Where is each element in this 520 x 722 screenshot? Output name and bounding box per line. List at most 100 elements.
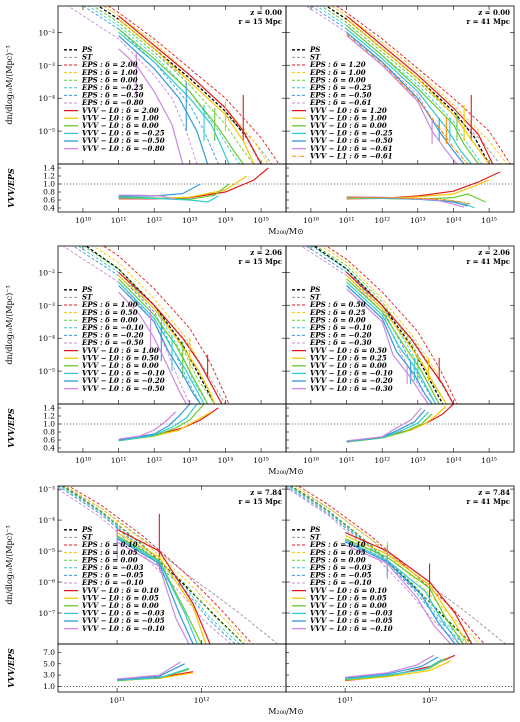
x-tick-label: 10¹¹ — [339, 216, 355, 225]
panel-r0-c0: 10¹⁰ 10¹¹ 10¹² 10¹³ 10¹⁴ 10¹⁵ 10⁻⁵ 10⁻⁴ 10⁻³ 10⁻²… — [38, 5, 287, 225]
vvv-curve-3 — [344, 539, 460, 644]
eps-curve-0 — [107, 6, 280, 164]
ratio-plot-area — [286, 404, 514, 443]
ratio-y-tick-label: 0.8 — [43, 188, 55, 197]
vvv-curve-1 — [118, 275, 216, 404]
legend-entry: EPS : δ = −0.03 — [309, 563, 372, 572]
ratio-y-tick-label: 3.0 — [43, 671, 55, 680]
legend-entry: VVV − L0 : δ = 0.50 — [310, 346, 387, 355]
y-axis-label: dn/dlog₁₀M/(Mpc)⁻³ — [5, 525, 14, 604]
y-tick-label: 10⁻³ — [38, 485, 55, 494]
legend-entry: EPS : δ = −0.10 — [81, 578, 144, 587]
legend-entry: VVV − L0 : δ = −0.50 — [310, 136, 393, 145]
legend-entry: VVV − L0 : δ = −0.20 — [310, 376, 393, 385]
x-axis-label: M₂₀₀/M⊙ — [268, 467, 303, 476]
legend-entry: VVV − L0 : δ = −0.10 — [310, 369, 393, 378]
y-tick-label: 10⁻⁶ — [38, 578, 55, 587]
legend-entry: PS — [309, 525, 320, 534]
legend-entry: VVV − L0 : δ = 1.00 — [82, 346, 159, 355]
x-tick-label: 10¹¹ — [337, 696, 353, 705]
legend-entry: VVV − L0 : δ = −0.50 — [82, 136, 165, 145]
vvv-curve-2 — [344, 538, 464, 644]
legend-entry: EPS : δ = 1.00 — [81, 68, 138, 77]
legend-entry: VVV − L0 : δ = 1.00 — [82, 113, 159, 122]
legend-entry: EPS : δ = −0.25 — [309, 83, 372, 92]
ratio-frame — [285, 403, 515, 453]
vvv-curve-5 — [344, 544, 452, 644]
ratio-curve-5 — [118, 411, 177, 440]
vvv-curve-5 — [116, 541, 190, 644]
legend-entry: VVV − L0 : δ = −0.20 — [82, 376, 165, 385]
ratio-curve-1 — [118, 411, 212, 441]
radius-label: r = 15 Mpc — [238, 497, 282, 506]
vvv-curve-4 — [118, 285, 201, 404]
ratio-frame — [57, 643, 287, 693]
y-tick-label: 10⁻⁵ — [38, 547, 55, 556]
ratio-frame — [57, 403, 287, 453]
eps-curve-4 — [82, 6, 219, 164]
radius-label: r = 41 Mpc — [466, 257, 510, 266]
radius-label: r = 15 Mpc — [238, 257, 282, 266]
y-tick-label: 10⁻³ — [38, 301, 55, 310]
eps-curve-0 — [67, 486, 253, 644]
main-plot-area — [67, 6, 280, 164]
vvv-curve-4 — [344, 541, 456, 644]
vvv-curve-0 — [346, 271, 454, 404]
vvv-curve-2 — [346, 25, 479, 164]
ratio-curve-2 — [118, 404, 205, 442]
vvv-curve-1 — [344, 535, 469, 644]
x-tick-label: 10¹⁴ — [446, 456, 462, 465]
ratio-curve-4 — [118, 404, 191, 441]
x-tick-label: 10¹² — [194, 696, 210, 705]
legend-entry: EPS : δ = 0.05 — [309, 548, 366, 557]
legend-entry: VVV − L0 : δ = −0.10 — [82, 624, 165, 633]
legend-entry: EPS : δ = −0.25 — [81, 83, 144, 92]
ratio-y-tick-label: 1.0 — [43, 682, 55, 691]
ratio-curve-3 — [345, 658, 443, 680]
legend-entry: EPS : δ = −0.50 — [309, 91, 372, 100]
legend-entry: EPS : δ = 0.25 — [309, 308, 366, 317]
ratio-y-tick-label: 1.4 — [43, 404, 55, 413]
vvv-curve-3 — [116, 536, 198, 644]
ratio-curve-3 — [118, 404, 198, 442]
eps-curve-0 — [325, 246, 458, 404]
y-tick-label: 10⁻⁷ — [38, 609, 55, 618]
vvv-curve-3 — [118, 31, 230, 164]
vvv-curve-4 — [346, 285, 433, 404]
legend-entry: EPS : δ = −0.10 — [309, 578, 372, 587]
legend-entry: ST — [310, 533, 321, 542]
legend-entry: VVV − L0 : δ = 0.00 — [310, 121, 387, 130]
ratio-plot-area — [286, 171, 514, 209]
legend-entry: ST — [310, 293, 321, 302]
ratio-y-tick-label: 0.6 — [43, 196, 55, 205]
ratio-y-tick-label: 1.0 — [43, 420, 55, 429]
x-tick-label: 10¹² — [146, 216, 162, 225]
legend-entry: EPS : δ = 1.00 — [309, 68, 366, 77]
eps-curve-2 — [61, 486, 245, 644]
y-tick-label: 10⁻⁴ — [38, 94, 55, 103]
x-tick-label: 10¹² — [374, 216, 390, 225]
ps-curve — [84, 246, 216, 404]
eps-curve-1 — [320, 246, 454, 404]
x-tick-label: 10¹⁴ — [218, 456, 234, 465]
legend-entry: VVV − L0 : δ = 0.10 — [82, 586, 159, 595]
legend-entry: EPS : δ = 0.50 — [81, 308, 138, 317]
legend-entry: EPS : δ = −0.20 — [309, 331, 372, 340]
vvv-curve-1 — [118, 18, 255, 164]
main-plot-area — [286, 486, 506, 644]
ratio-curve-4 — [117, 663, 185, 681]
eps-curve-1 — [64, 486, 249, 644]
eps-curve-5 — [58, 488, 232, 644]
vvv-curve-3 — [346, 281, 437, 404]
eps-curve-3 — [287, 486, 468, 644]
legend-entry: ST — [82, 533, 93, 542]
legend-entry: EPS : δ = −0.50 — [81, 338, 144, 347]
ratio-plot-area — [58, 167, 286, 203]
main-plot-area — [300, 246, 458, 404]
radius-label: r = 41 Mpc — [466, 17, 510, 26]
ratio-plot-area — [58, 404, 286, 442]
